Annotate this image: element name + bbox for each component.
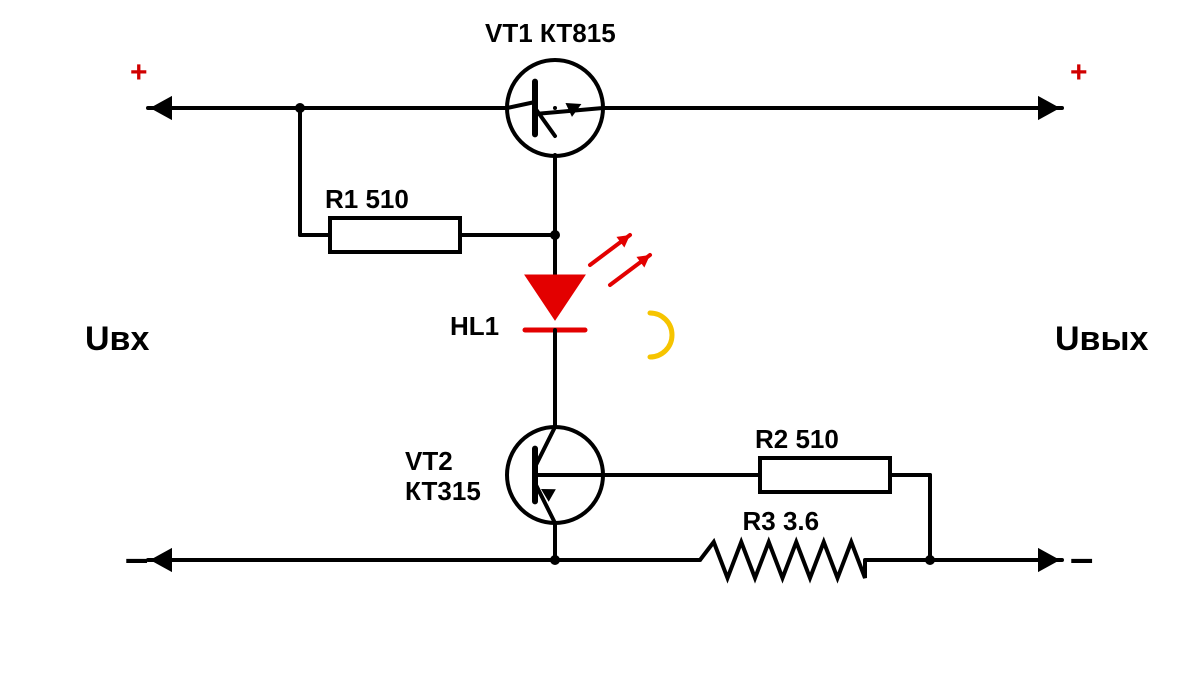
minus-in: – [125, 534, 148, 581]
output-label: Uвых [1055, 320, 1148, 358]
vt2-label-1: VT2 [405, 446, 453, 476]
vt2-label-2: КТ315 [405, 476, 481, 506]
loading-spinner-icon [650, 313, 672, 357]
input-label: Uвх [85, 320, 149, 358]
plus-out: + [1070, 56, 1088, 89]
hl1-led [525, 275, 585, 320]
r1-label: R1 510 [325, 184, 409, 214]
hl1-label: HL1 [450, 311, 499, 341]
minus-out: – [1070, 534, 1093, 581]
r2-label: R2 510 [755, 424, 839, 454]
r3-label: R3 3.6 [743, 506, 820, 536]
r2-resistor [760, 458, 890, 492]
plus-in: + [130, 56, 148, 89]
vt1-label: VT1 КТ815 [485, 18, 616, 48]
r3-resistor [700, 542, 865, 578]
r1-resistor [330, 218, 460, 252]
circuit-schematic: VT1 КТ815 R1 510 HL1 VT2КТ315 R2 510 R3 3.6 Uв… [0, 0, 1200, 675]
